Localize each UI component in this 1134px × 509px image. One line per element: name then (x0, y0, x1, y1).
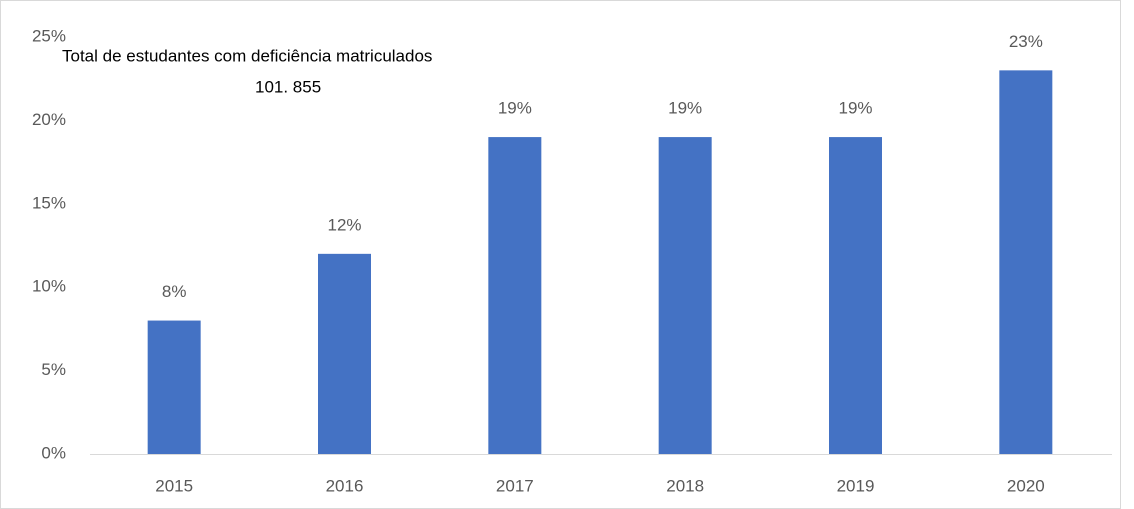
y-tick-label: 5% (41, 360, 66, 379)
y-tick-label: 20% (32, 110, 66, 129)
x-tick-label: 2016 (326, 476, 364, 495)
data-label: 23% (1009, 32, 1043, 51)
bar (147, 320, 201, 454)
bar (658, 137, 712, 454)
data-label: 19% (498, 99, 532, 118)
bar (488, 137, 542, 454)
x-tick-label: 2018 (666, 476, 704, 495)
x-tick-label: 2019 (837, 476, 875, 495)
y-tick-label: 15% (32, 193, 66, 212)
data-label: 19% (838, 99, 872, 118)
y-tick-label: 10% (32, 277, 66, 296)
x-tick-label: 2017 (496, 476, 534, 495)
data-label: 8% (162, 282, 187, 301)
bar (999, 70, 1053, 455)
y-tick-label: 0% (41, 443, 66, 462)
bar (318, 253, 371, 454)
bar (829, 137, 882, 454)
data-label: 12% (327, 215, 361, 234)
x-tick-label: 2020 (1007, 476, 1045, 495)
y-tick-label: 25% (32, 26, 66, 45)
x-tick-label: 2015 (155, 476, 193, 495)
annotation: Total de estudantes com deficiência matr… (62, 46, 432, 65)
annotation: 101. 855 (255, 77, 321, 96)
data-label: 19% (668, 99, 702, 118)
